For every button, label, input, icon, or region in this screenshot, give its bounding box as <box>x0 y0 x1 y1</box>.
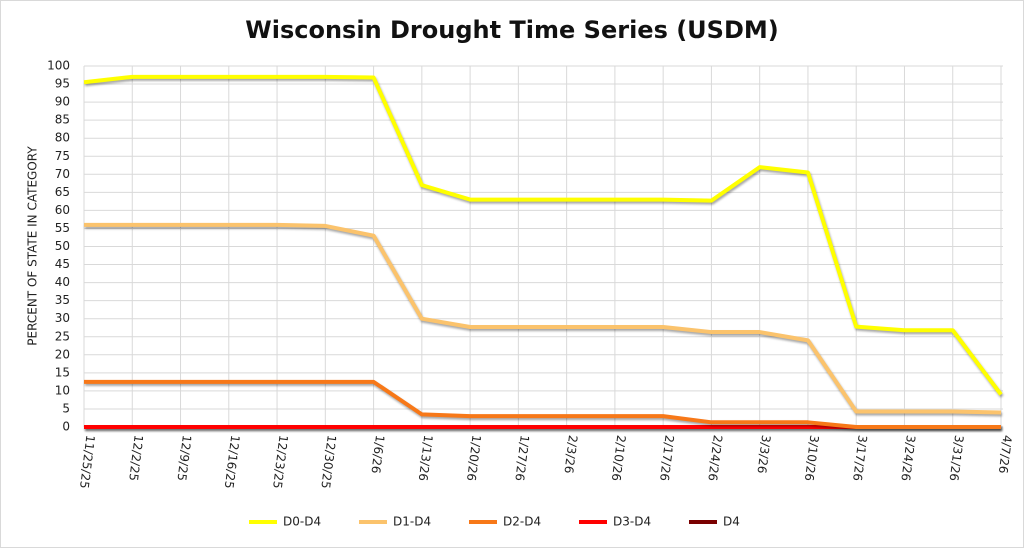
x-tick-label: 3/10/26 <box>802 434 822 482</box>
y-tick-label: 20 <box>55 347 70 361</box>
x-tick-label: 12/16/25 <box>222 434 242 489</box>
series-line <box>84 379 1001 429</box>
x-tick-label: 2/3/26 <box>561 434 580 474</box>
x-tick-label: 11/25/25 <box>77 434 97 489</box>
y-tick-label: 40 <box>55 275 70 289</box>
y-tick-label: 55 <box>55 221 70 235</box>
legend-label: D1-D4 <box>393 515 431 529</box>
y-tick-label: 100 <box>47 59 70 73</box>
x-tick-label: 3/17/26 <box>850 434 870 482</box>
x-tick-label: 12/30/25 <box>318 434 338 489</box>
y-tick-label: 0 <box>62 420 70 434</box>
series-line <box>83 74 1003 396</box>
y-tick-label: 60 <box>55 203 70 217</box>
x-tick-label: 2/17/26 <box>657 434 677 482</box>
y-tick-label: 15 <box>55 365 70 379</box>
x-tick-label: 1/20/26 <box>464 434 484 482</box>
legend-label: D4 <box>723 515 740 529</box>
y-tick-label: 85 <box>55 113 70 127</box>
y-tick-label: 10 <box>55 383 70 397</box>
x-tick-label: 12/9/25 <box>174 434 194 482</box>
y-tick-label: 45 <box>55 257 70 271</box>
y-tick-label: 90 <box>55 95 70 109</box>
y-tick-label: 95 <box>55 77 70 91</box>
y-tick-label: 5 <box>62 401 70 415</box>
series-line <box>84 222 1002 415</box>
x-tick-label: 12/2/25 <box>126 434 146 482</box>
y-tick-label: 30 <box>55 311 70 325</box>
y-tick-label: 75 <box>55 149 70 163</box>
legend-label: D3-D4 <box>613 515 651 529</box>
x-tick-label: 1/13/26 <box>416 434 436 482</box>
chart-title: Wisconsin Drought Time Series (USDM) <box>245 16 778 44</box>
x-tick-label: 1/6/26 <box>368 434 387 474</box>
x-tick-label: 12/23/25 <box>270 434 290 489</box>
legend-label: D0-D4 <box>283 515 321 529</box>
y-axis-label: PERCENT OF STATE IN CATEGORY <box>26 146 40 346</box>
x-tick-label: 3/24/26 <box>898 434 918 482</box>
y-tick-label: 70 <box>55 167 70 181</box>
x-tick-label: 3/3/26 <box>755 434 774 474</box>
y-tick-label: 35 <box>55 293 70 307</box>
x-tick-label: 1/27/26 <box>512 434 532 482</box>
y-tick-label: 50 <box>55 239 70 253</box>
x-tick-label: 3/31/26 <box>947 434 967 482</box>
y-tick-label: 80 <box>55 131 70 145</box>
y-tick-label: 65 <box>55 185 70 199</box>
x-tick-label: 4/7/26 <box>996 434 1015 474</box>
legend-label: D2-D4 <box>503 515 541 529</box>
y-tick-label: 25 <box>55 329 70 343</box>
x-tick-label: 2/24/26 <box>705 434 725 482</box>
x-tick-label: 2/10/26 <box>609 434 629 482</box>
